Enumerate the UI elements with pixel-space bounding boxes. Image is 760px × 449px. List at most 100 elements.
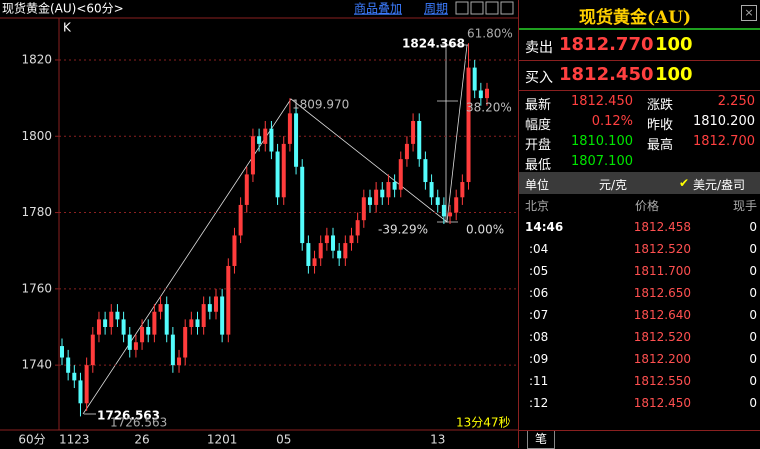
fib-lines (82, 44, 468, 415)
y-tick-label: 1780 (21, 205, 52, 219)
tick-cell: 0 (749, 220, 757, 234)
toolbar-title: 现货黄金(AU)<60分> (2, 1, 124, 16)
tick-cell: 1812.450 (633, 396, 691, 410)
ask-price: 1812.770 (559, 34, 654, 55)
divider (519, 28, 760, 30)
candle-body (404, 143, 409, 160)
stat-label: 最高 (647, 138, 674, 153)
candle-body (152, 311, 157, 335)
tick-cell: 0 (749, 352, 757, 366)
stat-value: 1810.200 (692, 114, 755, 129)
icon[interactable] (455, 1, 469, 15)
candle-body (294, 113, 299, 167)
candle-body (417, 121, 422, 160)
candle-body (78, 380, 83, 404)
close-button[interactable]: × (741, 5, 757, 21)
annotation: 1809.970 (292, 98, 349, 112)
period-link[interactable]: 周期 (424, 2, 448, 16)
candle-body (337, 250, 342, 259)
candle-body (84, 365, 89, 404)
tick-cell: :06 (529, 286, 549, 300)
x-tick-label: 1201 (207, 433, 238, 447)
stat-value: 2.250 (717, 94, 755, 109)
tick-cell: :09 (529, 352, 549, 366)
candle-body (133, 342, 138, 350)
overlay-link[interactable]: 商品叠加 (354, 1, 402, 16)
candle-body (250, 136, 255, 175)
candle-body (355, 220, 360, 236)
annotation: 61.80% (467, 27, 513, 41)
stat-label: 最低 (525, 158, 552, 173)
candle-body (238, 204, 243, 236)
candle-body (478, 90, 483, 99)
tab[interactable]: 笔 (527, 431, 555, 449)
candle-body (361, 197, 366, 221)
table-header: 价格 (635, 199, 660, 213)
tick-cell: :04 (529, 242, 549, 256)
tick-cell: 1812.520 (633, 330, 691, 344)
stat-value: 1807.100 (570, 154, 633, 169)
candle-body (435, 197, 440, 205)
unit-cny[interactable]: 元/克 (599, 178, 628, 192)
tick-cell: 1812.458 (633, 220, 691, 234)
candle-body (485, 88, 489, 99)
tick-cell: :12 (529, 396, 549, 410)
icon[interactable] (500, 1, 514, 15)
candle-body (183, 327, 188, 358)
candle-body (96, 319, 101, 335)
y-tick-label: 1820 (21, 52, 52, 66)
candle-body (115, 311, 120, 320)
candle-body (343, 243, 348, 259)
tick-cell: :05 (529, 264, 549, 278)
candle-body (380, 189, 385, 198)
candle-body (441, 204, 446, 217)
candle-body (140, 327, 145, 343)
tick-cell: 1812.200 (633, 352, 691, 366)
annotation: 1824.368 (402, 37, 465, 51)
candle-body (207, 304, 212, 312)
candle-body (367, 197, 372, 205)
tick-cell: :07 (529, 308, 549, 322)
candle-body (60, 346, 64, 358)
unit-usd[interactable]: 美元/盎司 (693, 178, 746, 192)
period-label: 60分 (18, 433, 45, 447)
divider (519, 90, 760, 91)
annotation: 1726.563 (110, 416, 167, 430)
candle-body (300, 166, 305, 244)
candle-body (472, 67, 477, 91)
table-header: 现手 (732, 199, 757, 213)
candle-body (226, 265, 231, 335)
stat-value: 1810.100 (570, 134, 633, 149)
candle-body (201, 304, 206, 327)
candle-body (103, 319, 108, 327)
candle-body (109, 311, 114, 327)
icon[interactable] (470, 1, 484, 15)
y-tick-label: 1760 (21, 281, 52, 295)
ask-label: 卖出 (525, 40, 553, 56)
candle-body (460, 182, 465, 198)
candle-body (306, 243, 311, 266)
candle-body (177, 357, 182, 366)
bid-volume: 100 (655, 64, 693, 85)
zigzag-line (82, 44, 468, 415)
candle-body (146, 327, 151, 335)
grid (59, 59, 518, 366)
candle-body (386, 182, 391, 198)
candle-body (189, 319, 194, 327)
candle-body (349, 235, 354, 244)
tick-cell: 14:46 (525, 220, 564, 234)
candle-body (90, 334, 95, 366)
stat-label: 开盘 (525, 138, 552, 153)
icon[interactable] (485, 1, 499, 15)
tick-cell: 1812.650 (633, 286, 691, 300)
x-tick-label: 26 (134, 433, 149, 447)
x-tick-label: 13 (430, 433, 445, 447)
candle-body (269, 128, 274, 152)
candle-body (392, 182, 397, 190)
candle-body (66, 357, 71, 373)
table-header: 北京 (525, 199, 550, 213)
candle-body (374, 189, 379, 205)
candle-body (287, 113, 292, 144)
tick-cell: 1812.520 (633, 242, 691, 256)
